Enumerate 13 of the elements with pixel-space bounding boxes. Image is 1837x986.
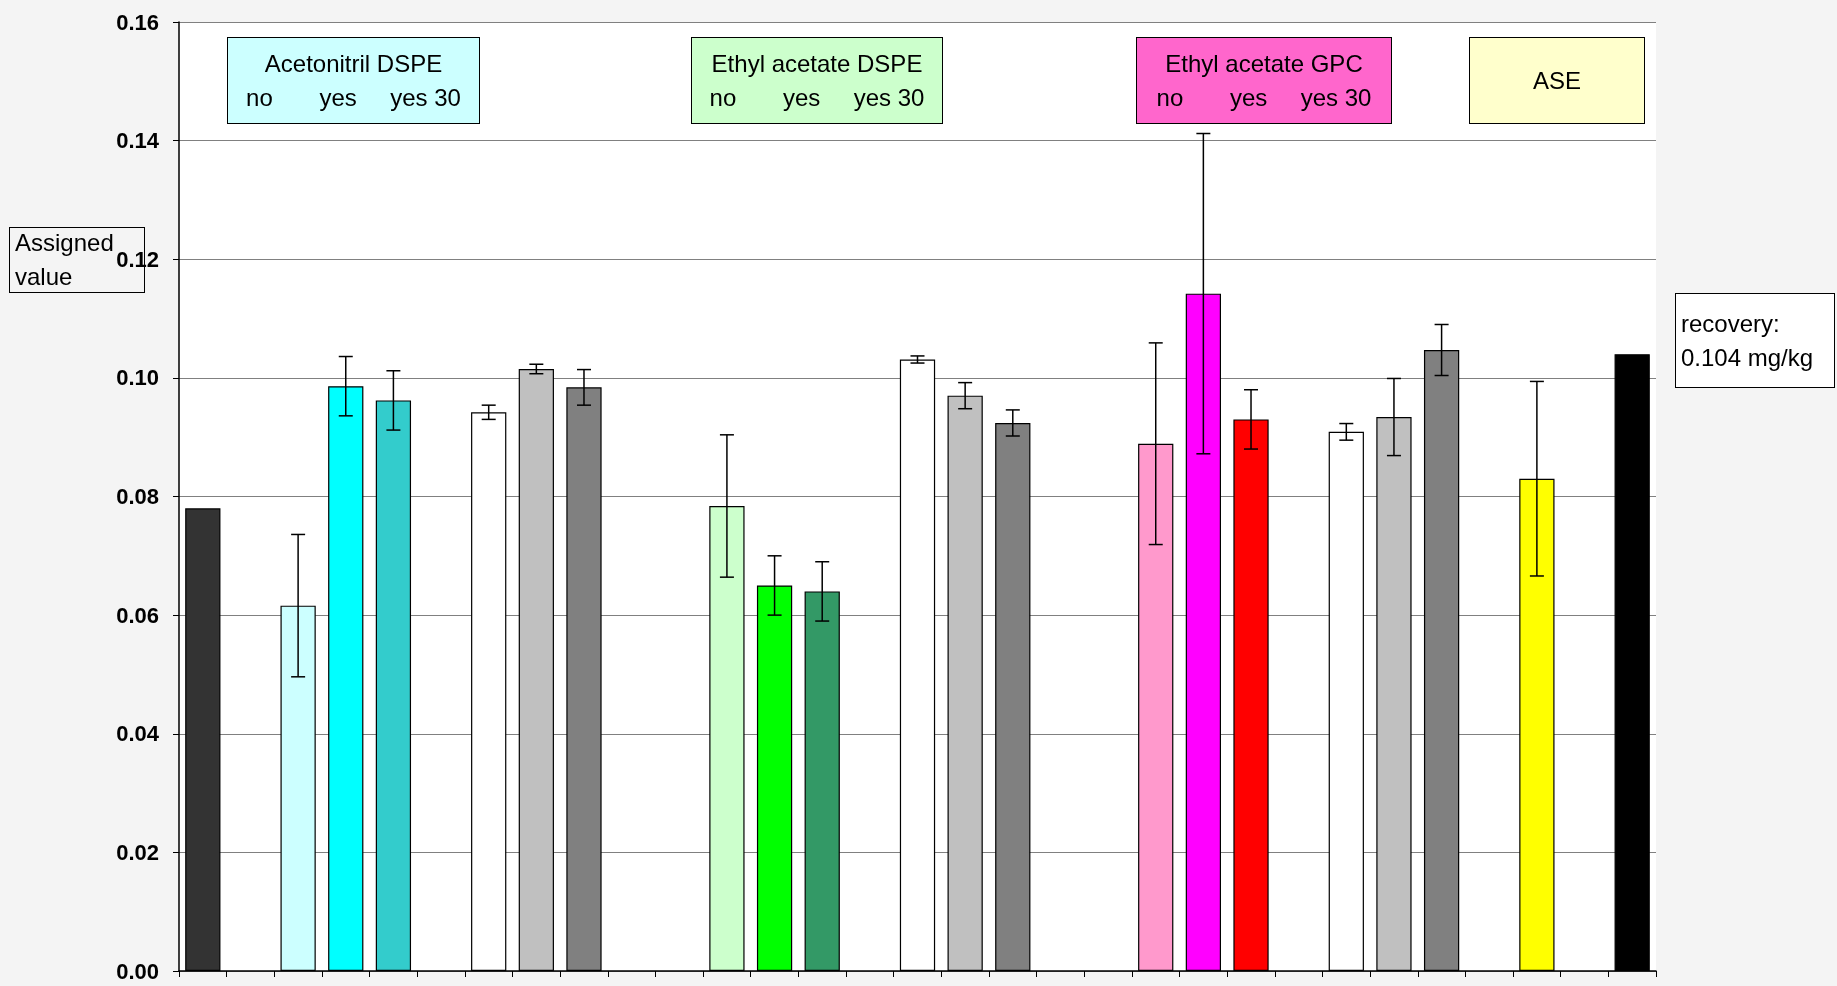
text-box: Acetonitril DSPE no yes yes 30 bbox=[227, 37, 480, 124]
text-box: Ethyl acetate GPC no yes yes 30 bbox=[1136, 37, 1392, 124]
y-tick-label: 0.16 bbox=[116, 9, 159, 35]
y-tick-label: 0.06 bbox=[116, 602, 159, 628]
text-box: Ethyl acetate DSPE no yes yes 30 bbox=[691, 37, 943, 124]
y-tick-label: 0.04 bbox=[116, 721, 160, 747]
y-tick-label: 0.14 bbox=[116, 128, 160, 154]
y-tick-label: 0.02 bbox=[116, 839, 159, 865]
text-box: ASE bbox=[1469, 37, 1645, 124]
y-tick-label: 0.10 bbox=[116, 365, 159, 391]
y-tick-label: 0.00 bbox=[116, 958, 159, 984]
text-box: recovery: 0.104 mg/kg bbox=[1675, 293, 1835, 388]
y-tick-label: 0.08 bbox=[116, 484, 159, 509]
